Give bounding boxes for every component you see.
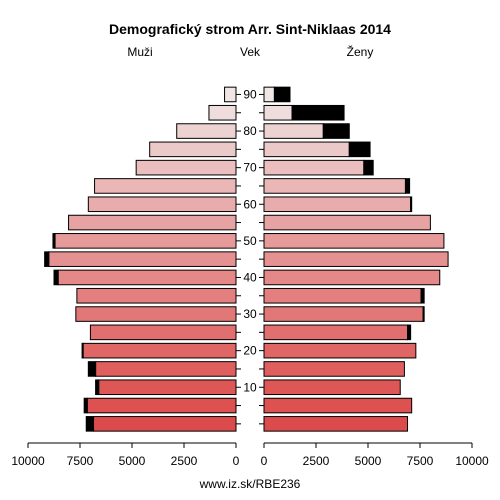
male-bar-35-39 — [76, 287, 237, 304]
female-excess-25-29 — [407, 324, 412, 341]
female-bar-50-54 — [263, 233, 445, 249]
age-tick-label: 10 — [243, 380, 257, 394]
female-bars — [263, 86, 449, 432]
female-x-tick-label: 0 — [261, 454, 268, 468]
female-excess-60-64 — [410, 196, 413, 213]
female-bar-80-84 — [263, 123, 324, 139]
female-x-tick-label: 10000 — [455, 454, 489, 468]
male-bar-40-44 — [57, 269, 237, 286]
age-axis-label: Vek — [240, 45, 261, 59]
male-bar-80-84 — [176, 123, 237, 139]
x-axis: 10000 7500 5000 2500 0 0 2500 5000 7500 10000 — [11, 442, 489, 468]
female-bar-45-49 — [263, 251, 449, 267]
female-x-tick-label: 2500 — [303, 454, 330, 468]
male-excess-5-9 — [83, 397, 88, 414]
male-bar-10-14 — [98, 379, 237, 396]
female-bar-75-79 — [263, 141, 350, 158]
female-bar-55-59 — [263, 214, 431, 231]
male-bar-15-19 — [95, 361, 237, 377]
male-bar-85-89 — [208, 104, 237, 121]
female-excess-75-79 — [348, 141, 371, 158]
female-bar-85-89 — [263, 104, 293, 121]
female-bar-35-39 — [263, 287, 422, 304]
male-bar-90-94 — [224, 86, 237, 103]
female-bar-60-64 — [263, 196, 412, 213]
male-bar-0-4 — [93, 416, 237, 432]
female-bar-15-19 — [263, 361, 405, 377]
male-bar-25-29 — [89, 324, 237, 341]
female-excess-65-69 — [404, 178, 411, 194]
age-tick-label: 50 — [243, 234, 257, 248]
male-bar-70-74 — [135, 159, 237, 176]
female-excess-90-94 — [273, 86, 291, 103]
age-tick-label: 80 — [243, 124, 257, 138]
male-excess-50-54 — [52, 233, 56, 249]
chart-title: Demografický strom Arr. Sint-Niklaas 201… — [109, 21, 391, 37]
female-x-tick-label: 7500 — [407, 454, 434, 468]
age-axis: 10 20 30 40 50 60 70 80 90 — [236, 87, 264, 425]
male-bar-5-9 — [86, 397, 237, 414]
age-tick-label: 30 — [243, 307, 257, 321]
male-x-tick-label: 2500 — [171, 454, 198, 468]
male-bar-20-24 — [82, 342, 237, 359]
male-excess-20-24 — [81, 342, 84, 359]
female-bar-90-94 — [263, 86, 275, 103]
female-bar-65-69 — [263, 178, 406, 194]
male-bar-30-34 — [75, 306, 237, 322]
male-excess-0-4 — [85, 416, 95, 432]
male-bar-45-49 — [48, 251, 237, 267]
male-bar-60-64 — [87, 196, 237, 213]
male-excess-15-19 — [87, 361, 97, 377]
female-bar-20-24 — [263, 342, 417, 359]
age-tick-label: 70 — [243, 161, 257, 175]
male-bar-55-59 — [68, 214, 237, 231]
male-excess-10-14 — [95, 379, 100, 396]
male-x-tick-label: 5000 — [119, 454, 146, 468]
left-series-label: Muži — [127, 45, 152, 59]
male-x-tick-label: 10000 — [11, 454, 45, 468]
male-x-tick-label: 0 — [233, 454, 240, 468]
female-excess-80-84 — [322, 123, 350, 139]
age-tick-label: 40 — [243, 270, 257, 284]
female-bar-30-34 — [263, 306, 424, 322]
male-excess-40-44 — [53, 269, 59, 286]
female-bar-10-14 — [263, 379, 401, 396]
female-excess-35-39 — [420, 287, 425, 304]
female-bar-25-29 — [263, 324, 409, 341]
female-excess-70-74 — [363, 159, 374, 176]
male-excess-45-49 — [44, 251, 50, 267]
female-bar-70-74 — [263, 159, 365, 176]
female-bar-0-4 — [263, 416, 409, 432]
male-bar-75-79 — [149, 141, 237, 158]
male-bars — [44, 86, 237, 432]
male-bar-50-54 — [54, 233, 237, 249]
age-tick-label: 20 — [243, 344, 257, 358]
female-bar-5-9 — [263, 397, 413, 414]
male-bar-65-69 — [94, 178, 237, 194]
female-bar-40-44 — [263, 269, 441, 286]
male-x-tick-label: 7500 — [67, 454, 94, 468]
female-excess-30-34 — [422, 306, 425, 322]
female-x-tick-label: 5000 — [355, 454, 382, 468]
female-excess-85-89 — [291, 104, 345, 121]
age-tick-label: 60 — [243, 197, 257, 211]
source-footer: www.iz.sk/RBE236 — [199, 477, 301, 491]
age-tick-label: 90 — [243, 87, 257, 101]
right-series-label: Ženy — [347, 44, 374, 59]
